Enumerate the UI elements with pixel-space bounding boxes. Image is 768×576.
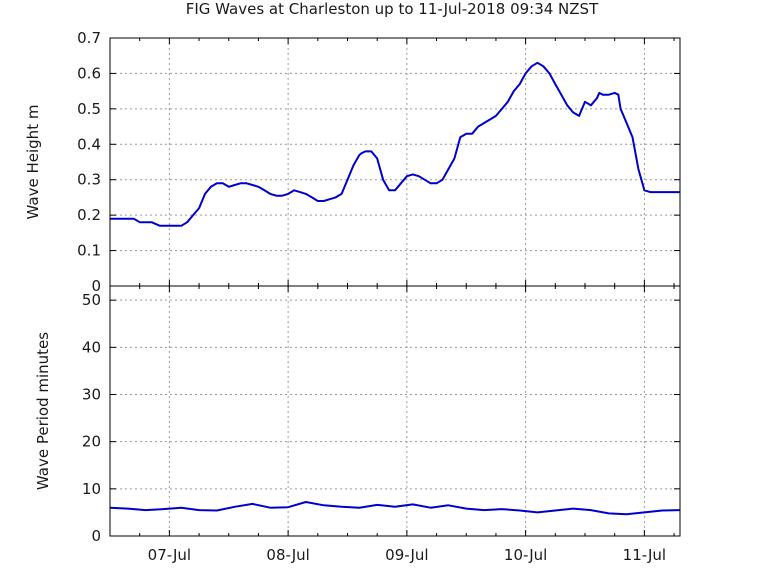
x-tick-label: 08-Jul <box>266 546 309 564</box>
wave-height-panel: 0 0.1 0.2 0.3 0.4 0.5 0.6 0.7 Wave Height m <box>24 29 681 295</box>
y-tick-label: 10 <box>82 480 101 498</box>
y-tick-label: 0 <box>91 277 101 295</box>
y-tick-label: 20 <box>82 433 101 451</box>
y-tick-label: 0.6 <box>77 64 101 82</box>
wave-height-plot-frame <box>109 37 681 287</box>
y-tick-label: 0 <box>91 527 101 545</box>
x-tick-label: 10-Jul <box>504 546 547 564</box>
wave-height-series-line <box>110 61 680 227</box>
x-tick-label: 09-Jul <box>385 546 428 564</box>
y-tick-label: 0.4 <box>77 135 101 153</box>
wave-period-ylabel: Wave Period minutes <box>34 332 52 490</box>
y-tick-label: 0.5 <box>77 100 101 118</box>
y-tick-label: 0.2 <box>77 206 101 224</box>
wave-period-panel: 0 10 20 30 40 50 07-Jul 08-Jul 09-Jul 10-Jul 11-Ju… <box>34 285 681 564</box>
y-tick-label: 40 <box>82 338 101 356</box>
wave-period-plot-frame <box>109 285 681 537</box>
x-tick-label: 11-Jul <box>623 546 666 564</box>
wave-period-series-line <box>109 501 681 516</box>
y-tick-label: 50 <box>82 291 101 309</box>
y-tick-label: 30 <box>82 385 101 403</box>
chart-title: FIG Waves at Charleston up to 11-Jul-201… <box>186 0 599 18</box>
wave-height-ylabel: Wave Height m <box>24 105 42 220</box>
y-tick-label: 0.3 <box>77 171 101 189</box>
y-tick-label: 0.1 <box>77 242 101 260</box>
x-tick-label: 07-Jul <box>148 546 191 564</box>
y-tick-label: 0.7 <box>77 29 101 47</box>
